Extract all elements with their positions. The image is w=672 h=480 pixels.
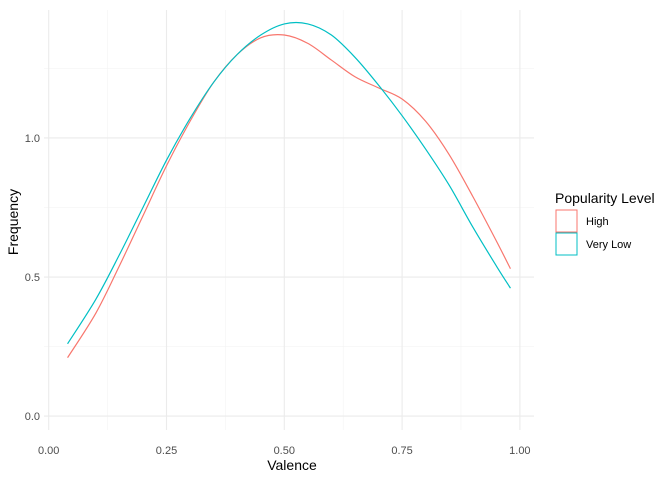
- series-line-very-low: [67, 21, 511, 345]
- y-axis-ticks: 0.0 0.5 1.0: [25, 133, 40, 423]
- legend: Popularity Level High Very Low: [555, 190, 655, 256]
- legend-swatch: [555, 232, 578, 256]
- legend-title: Popularity Level: [555, 190, 655, 206]
- x-tick-label: 1.00: [509, 445, 530, 457]
- x-tick-label: 0.00: [38, 445, 59, 457]
- legend-swatch: [555, 209, 578, 233]
- legend-key-very-low: Very Low: [555, 232, 631, 256]
- x-tick-label: 0.75: [391, 445, 412, 457]
- y-tick-label: 0.0: [25, 411, 40, 423]
- legend-label: High: [586, 216, 609, 228]
- x-axis-ticks: 0.00 0.25 0.50 0.75 1.00: [38, 445, 531, 457]
- legend-label: Very Low: [586, 239, 631, 251]
- y-tick-label: 0.5: [25, 272, 40, 284]
- x-tick-label: 0.50: [274, 445, 295, 457]
- y-axis-title: Frequency: [5, 189, 21, 255]
- y-tick-label: 1.0: [25, 133, 40, 145]
- minor-gridlines: [44, 10, 534, 430]
- series-line-high: [67, 34, 511, 359]
- legend-key-high: High: [555, 209, 609, 233]
- legend-items: High Very Low: [555, 209, 631, 256]
- major-gridlines: [44, 10, 534, 430]
- x-axis-title: Valence: [267, 457, 317, 473]
- plot-panel: [44, 10, 534, 430]
- x-tick-label: 0.25: [156, 445, 177, 457]
- series-lines: [67, 21, 511, 359]
